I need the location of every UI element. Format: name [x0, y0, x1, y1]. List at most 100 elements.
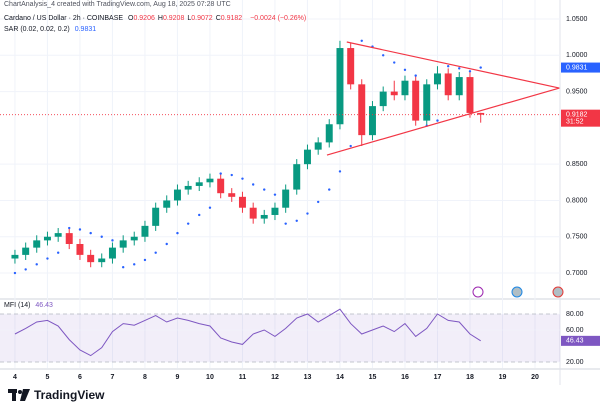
candle-body	[11, 254, 19, 259]
x-tick-label: 20	[531, 374, 539, 381]
sar-dot	[143, 258, 147, 262]
ohlc-label: O	[128, 15, 134, 22]
candle-body	[466, 77, 474, 113]
mfi-axis-value: 46.43	[566, 338, 584, 345]
candle-body	[184, 185, 192, 190]
change: −0.0024 (−0.26%)	[250, 15, 307, 22]
candle-body	[173, 189, 181, 201]
icon[interactable]	[472, 286, 484, 298]
icon[interactable]	[511, 286, 523, 298]
y-tick-label: 0.8000	[566, 197, 588, 204]
candle-body	[433, 73, 441, 85]
candle-body	[336, 48, 344, 125]
candle-body	[22, 247, 30, 255]
brand: TradingView	[34, 388, 105, 402]
y-tick-label: 1.0000	[566, 52, 588, 59]
candle-body	[293, 164, 301, 190]
mfi-legend: MFI (14) 46.43	[4, 302, 56, 309]
y-tick-label: 0.7000	[566, 270, 588, 277]
ohlc-value: 0.9072	[191, 15, 213, 22]
sar-dot	[458, 67, 461, 70]
candle-body	[119, 240, 127, 248]
x-tick-label: 15	[369, 374, 377, 381]
y-tick-label: 80.00	[566, 311, 584, 318]
legend-line: Cardano / US Dollar · 2h · COINBASE O0.9…	[4, 15, 309, 22]
ohlc-value: 0.9182	[220, 15, 243, 22]
x-tick-label: 4	[13, 374, 17, 381]
sar-value: 0.9831	[74, 26, 97, 33]
candle-body	[325, 124, 333, 143]
x-tick-label: 9	[176, 374, 180, 381]
candle-body	[238, 196, 246, 208]
candle-body	[65, 233, 73, 245]
x-tick-label: 19	[499, 374, 507, 381]
candle-body	[141, 225, 149, 237]
x-tick-label: 17	[434, 374, 442, 381]
x-tick-label: 12	[271, 374, 279, 381]
ohlc-label: H	[157, 15, 163, 22]
sar-dot	[273, 193, 277, 196]
sar-dot	[328, 188, 331, 191]
sar-dot	[241, 177, 244, 180]
candle-body	[379, 91, 387, 107]
mfi-value: 46.43	[35, 302, 53, 309]
sar-dot	[56, 251, 60, 254]
candle-body	[282, 189, 290, 208]
candle-body	[455, 77, 463, 96]
candle-body	[347, 48, 355, 85]
candle-body	[98, 258, 106, 263]
sar-dot	[316, 200, 320, 204]
sar-dot	[89, 231, 92, 235]
sar-dot	[13, 271, 17, 275]
ohlc: O0.9206 H0.9208 L0.9072 C0.9182	[128, 15, 245, 22]
candle-body	[33, 240, 41, 248]
sar-dot	[133, 263, 136, 266]
sar-dot	[403, 68, 407, 72]
mfi-label-box	[561, 335, 600, 346]
logo	[8, 389, 30, 401]
x-tick-label: 16	[401, 374, 409, 381]
candle-body	[130, 236, 138, 241]
sar-dot	[306, 212, 309, 215]
symbol-title: Cardano / US Dollar · 2h · COINBASE	[4, 15, 124, 22]
y-tick-label: 0.9500	[566, 88, 588, 95]
candle-body	[54, 233, 62, 237]
sar-dot	[251, 183, 255, 186]
sar-legend: SAR (0.02, 0.02, 0.2) 0.9831	[4, 26, 99, 33]
candle-body	[390, 91, 398, 96]
sar-name: SAR (0.02, 0.02, 0.2)	[4, 26, 70, 33]
x-tick-label: 18	[466, 374, 474, 381]
icon[interactable]	[552, 286, 564, 298]
author-line: ChartAnalysis_4 created with TradingView…	[4, 1, 231, 8]
candle-body	[303, 149, 311, 165]
mfi-name: MFI (14)	[4, 302, 31, 309]
sar-dot	[381, 54, 385, 57]
x-tick-label: 5	[45, 374, 49, 381]
x-tick-label: 13	[304, 374, 312, 381]
countdown: 31:52	[566, 119, 584, 126]
y-tick-label: 20.00	[566, 359, 584, 366]
sar-dot	[230, 173, 233, 177]
trendline	[346, 41, 560, 89]
sar-dot	[436, 119, 439, 122]
y-tick-label: 0.8500	[566, 161, 588, 168]
x-tick-label: 10	[206, 374, 214, 381]
trendline	[326, 87, 560, 156]
pane-icons	[472, 286, 564, 298]
sar-dot	[35, 263, 38, 266]
candle-body	[43, 236, 51, 241]
x-tick-label: 14	[336, 374, 344, 381]
sar-dot	[165, 242, 168, 246]
sar-dot	[186, 222, 190, 225]
x-tick-label: 8	[143, 374, 147, 381]
sar-dot	[208, 206, 212, 209]
sar-dot	[295, 219, 298, 222]
sar-dot	[479, 66, 482, 69]
sar-dot	[338, 170, 342, 173]
ohlc-label: L	[187, 15, 192, 22]
footer: TradingView	[8, 388, 104, 402]
candle-body	[108, 247, 116, 259]
sar-dot	[219, 172, 222, 175]
candle-body	[195, 182, 203, 186]
